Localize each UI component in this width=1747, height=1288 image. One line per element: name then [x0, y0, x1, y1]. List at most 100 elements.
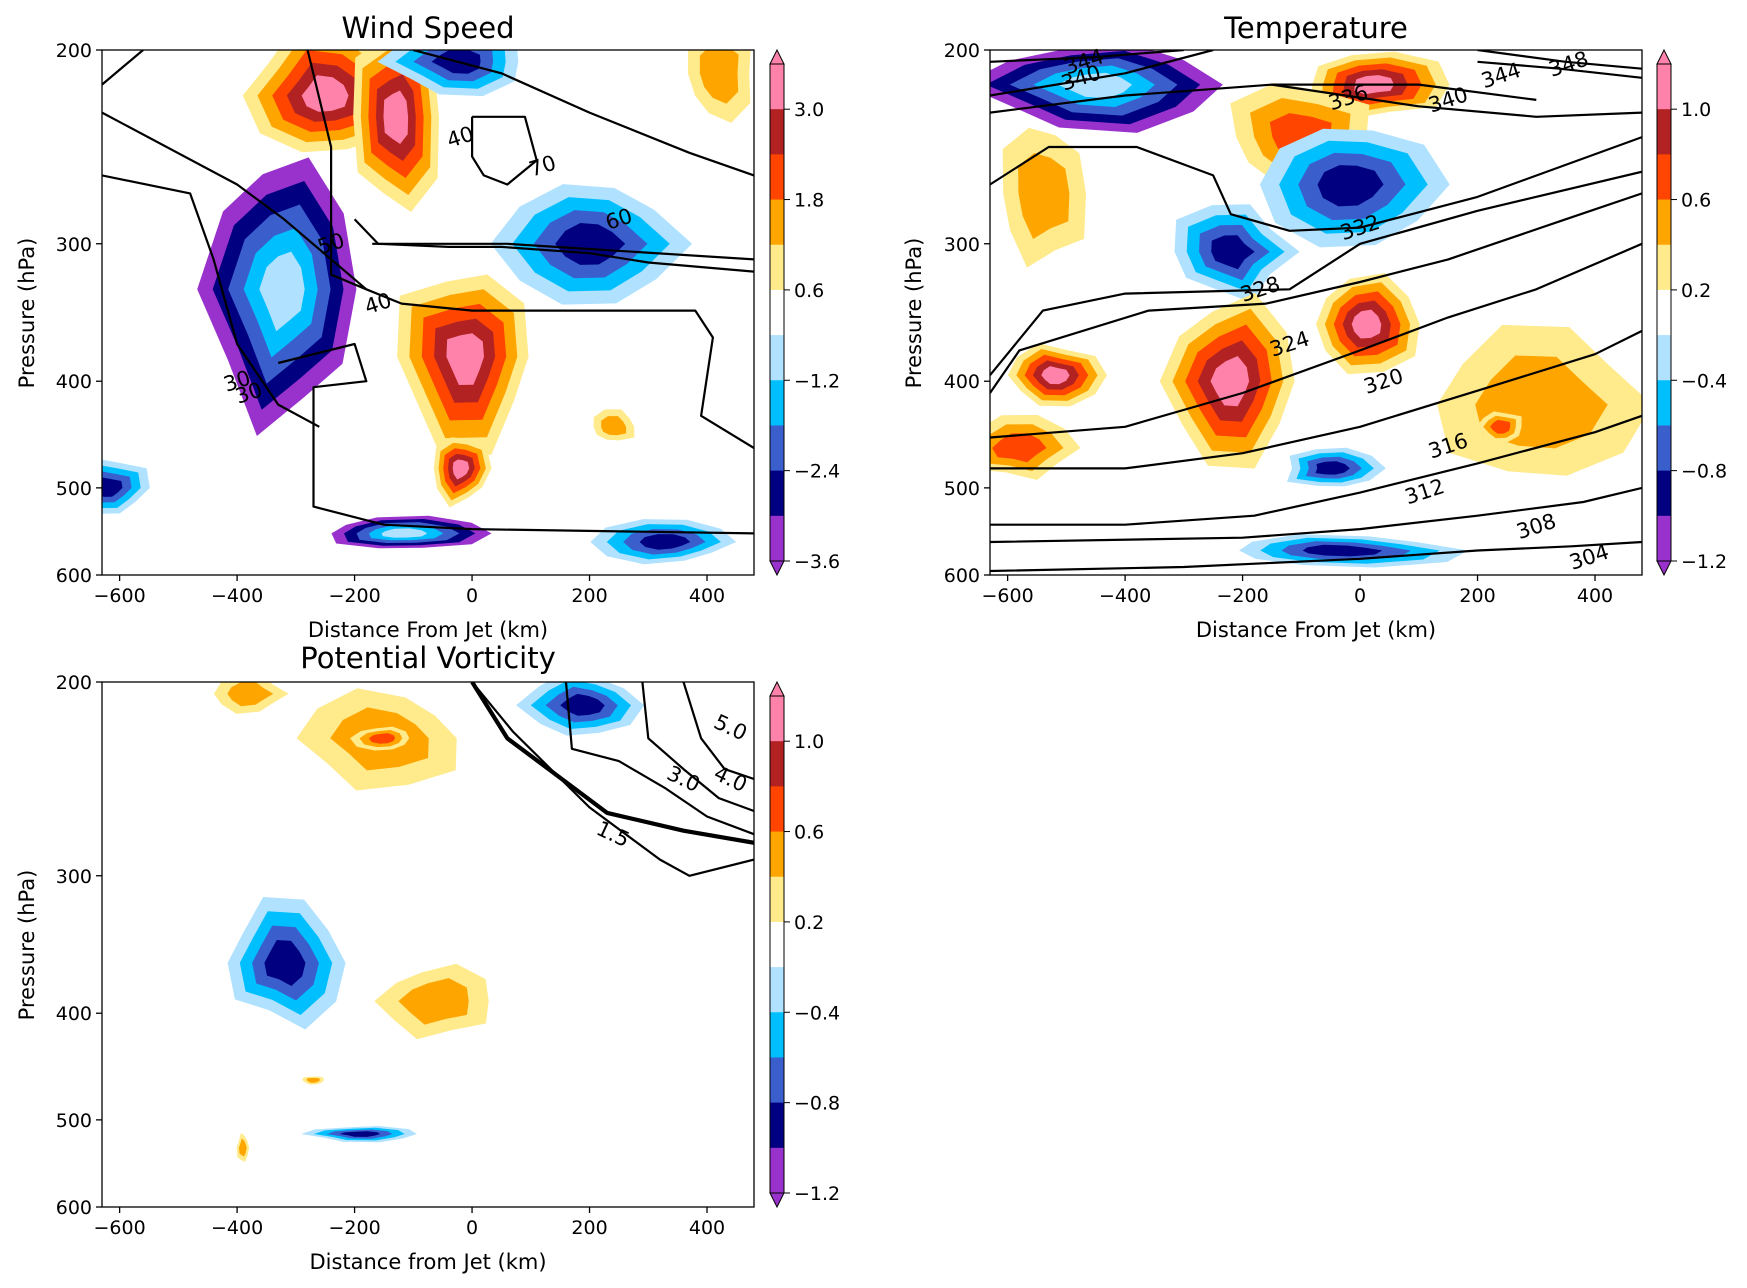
colorbar-segment — [770, 470, 784, 517]
x-tick-label: −200 — [1216, 585, 1268, 607]
pv-colorbar: −1.2 −0.8 −0.4 0.2 0.6 1.0 — [769, 680, 840, 1209]
anomaly-band — [1041, 366, 1070, 385]
colorbar-extend-max — [769, 680, 785, 697]
colorbar-segment — [1657, 470, 1671, 517]
anomaly-band — [383, 90, 409, 144]
contour-line — [102, 50, 144, 86]
pv-title: Potential Vorticity — [300, 641, 555, 675]
y-tick-label: 600 — [56, 565, 92, 587]
colorbar-tick-label: 1.0 — [794, 731, 824, 753]
colorbar-tick-label: −1.2 — [794, 370, 840, 392]
wind-frame — [101, 49, 755, 576]
colorbar-segment — [770, 289, 784, 336]
colorbar-segment — [770, 109, 784, 155]
temp-y-ticks: 200 300 400 500 600 — [944, 40, 990, 587]
colorbar-segment — [770, 876, 784, 923]
isentrope-line — [990, 50, 1184, 63]
x-tick-label: 400 — [689, 1217, 725, 1239]
x-tick-label: −600 — [982, 585, 1034, 607]
colorbar-segment — [1657, 425, 1671, 472]
colorbar-tick-label: −0.8 — [794, 1093, 840, 1115]
anomaly-band — [639, 534, 691, 550]
anomaly-band — [264, 940, 306, 986]
anomaly-band — [992, 433, 1047, 463]
colorbar-extend-min — [769, 1192, 785, 1209]
contour-line — [306, 50, 754, 449]
colorbar-segment — [770, 425, 784, 472]
colorbar-segment — [770, 244, 784, 291]
pv-y-ticks: 200 300 400 500 600 — [56, 672, 102, 1219]
colorbar-extend-min — [769, 560, 785, 577]
x-tick-label: −200 — [328, 585, 380, 607]
pv-ylabel: Pressure (hPa) — [15, 870, 39, 1021]
anomaly-band — [1317, 165, 1384, 207]
colorbar-segment — [770, 154, 784, 201]
anomaly-band — [1057, 72, 1133, 99]
colorbar-segment — [770, 831, 784, 878]
y-tick-label: 300 — [56, 234, 92, 256]
colorbar-segment — [770, 1147, 784, 1194]
anomaly-band — [560, 693, 605, 716]
colorbar-tick-label: −0.4 — [794, 1002, 840, 1024]
anomaly-band — [239, 1138, 247, 1157]
x-tick-label: 200 — [1459, 585, 1495, 607]
anomaly-band — [555, 223, 626, 265]
anomaly-band — [601, 416, 627, 436]
anomaly-band — [381, 528, 428, 538]
wind-colorbar: −3.6 −2.4 −1.2 0.6 1.8 3.0 — [769, 48, 840, 577]
colorbar-segment — [770, 515, 784, 562]
pv-xlabel: Distance from Jet (km) — [309, 1250, 546, 1274]
contour-line — [564, 682, 754, 836]
x-tick-label: 200 — [571, 585, 607, 607]
x-tick-label: −400 — [1099, 585, 1151, 607]
colorbar-segment — [770, 380, 784, 426]
x-tick-label: −400 — [211, 1217, 263, 1239]
contour-line — [372, 242, 754, 261]
colorbar-segment — [770, 335, 784, 381]
isentrope-line — [1477, 50, 1642, 70]
colorbar-segment — [770, 1012, 784, 1058]
y-tick-label: 400 — [56, 371, 92, 393]
contour-line — [102, 111, 368, 291]
anomaly-band — [306, 1077, 320, 1083]
contour-line — [413, 50, 754, 177]
wind-xlabel: Distance From Jet (km) — [308, 618, 548, 642]
isentrope-line — [990, 136, 1642, 232]
contour-line — [471, 682, 754, 877]
colorbar-segment — [1657, 244, 1671, 291]
isentrope-line — [990, 170, 1642, 376]
anomaly-band — [1351, 309, 1382, 339]
colorbar-segment — [770, 741, 784, 787]
y-tick-label: 300 — [56, 866, 92, 888]
isentrope-line — [1271, 83, 1537, 101]
contour-line — [641, 682, 754, 813]
temp-ylabel: Pressure (hPa) — [902, 238, 926, 389]
colorbar-segment — [770, 786, 784, 833]
anomaly-band — [1315, 461, 1350, 475]
colorbar-tick-label: 1.8 — [794, 190, 824, 212]
colorbar-segment — [1657, 515, 1671, 562]
colorbar-tick-label: 3.0 — [794, 99, 824, 121]
contour-line — [471, 115, 538, 186]
pv-contours — [470, 682, 754, 877]
colorbar-frame — [769, 695, 785, 1194]
isentrope-line — [990, 414, 1642, 526]
temp-frame — [989, 49, 1643, 576]
wind-contours — [102, 50, 754, 535]
colorbar-segment — [770, 1057, 784, 1104]
wind-x-ticks: −600 −400 −200 0 200 400 — [94, 575, 725, 607]
contour-line — [682, 682, 754, 781]
contour-line — [102, 174, 320, 428]
colorbar-segment — [770, 967, 784, 1013]
y-tick-label: 600 — [944, 565, 980, 587]
temp-title: Temperature — [1223, 11, 1408, 45]
y-tick-label: 500 — [56, 478, 92, 500]
colorbar-tick-label: 0.2 — [1681, 280, 1711, 302]
colorbar-segment — [1657, 64, 1671, 110]
x-tick-label: −200 — [328, 1217, 380, 1239]
colorbar-segment — [1657, 335, 1671, 381]
colorbar-tick-label: 0.6 — [794, 822, 824, 844]
colorbar-segment — [1657, 109, 1671, 155]
colorbar-segment — [1657, 289, 1671, 336]
